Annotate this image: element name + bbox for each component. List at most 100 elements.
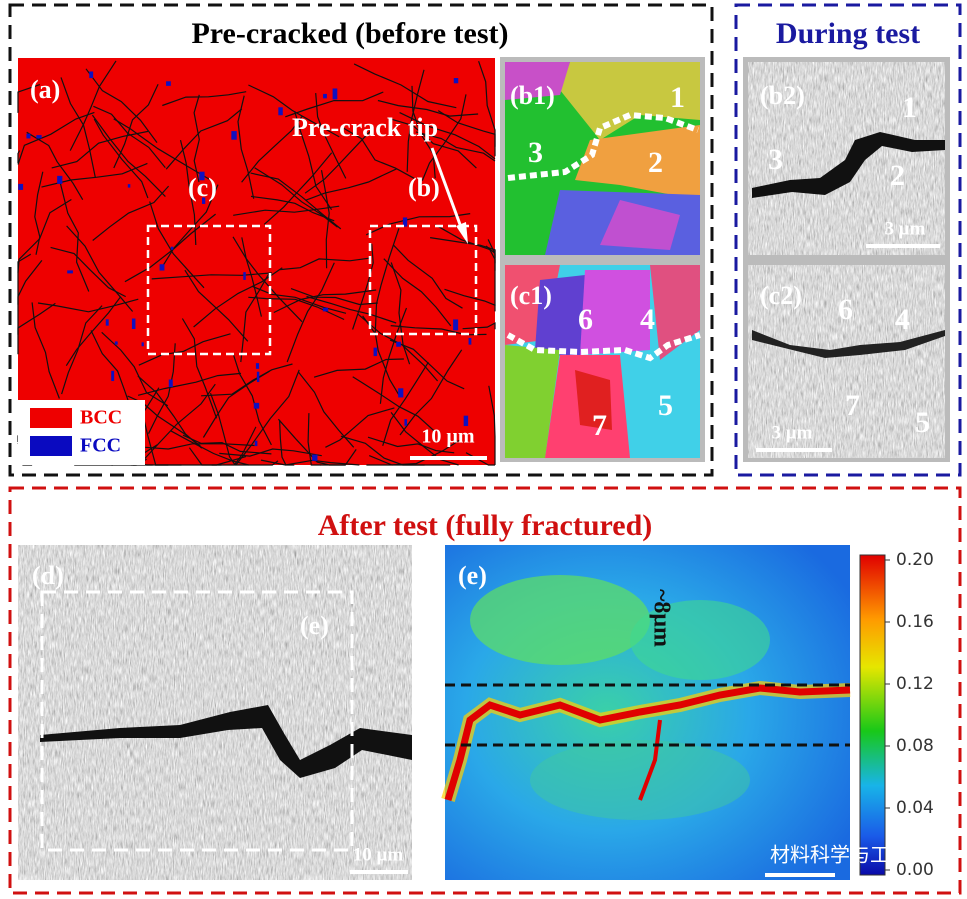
grain-boundary <box>307 413 321 466</box>
grain-boundary <box>437 110 496 147</box>
region-label: (c) <box>188 173 217 202</box>
fcc-grain <box>131 318 136 329</box>
grain-boundary <box>399 349 463 436</box>
grain-boundary <box>279 420 295 466</box>
grain-boundary <box>306 295 397 324</box>
panel-c1 <box>505 265 701 458</box>
grain-boundary <box>366 439 460 466</box>
fcc-grain <box>57 175 63 184</box>
grain-label: 7 <box>592 409 607 442</box>
title-before: Pre-cracked (before test) <box>191 17 508 50</box>
grain-boundary <box>17 198 72 273</box>
grain-boundary <box>352 376 436 433</box>
grain-boundary <box>113 83 159 169</box>
watermark: 材料科学与工程 <box>770 843 910 867</box>
fcc-grain <box>67 270 73 274</box>
fcc-grain <box>322 307 329 312</box>
grain-boundary <box>390 325 487 336</box>
fcc-grain <box>256 371 260 383</box>
grain <box>580 270 650 355</box>
crack <box>752 330 945 358</box>
grain-boundary <box>181 318 218 419</box>
fcc-grain <box>114 341 118 345</box>
grain-boundary <box>17 84 41 113</box>
fcc-grain <box>255 363 260 369</box>
grain-boundary <box>170 430 249 466</box>
colorbar-tick-label: 0.16 <box>896 612 934 632</box>
crack <box>752 132 945 198</box>
fcc-grain <box>26 133 31 139</box>
grain-boundary <box>201 363 293 397</box>
legend-swatch <box>30 436 72 456</box>
grain-boundary <box>320 170 330 269</box>
panel-a <box>17 58 496 466</box>
legend-label: FCC <box>80 435 121 457</box>
grain-boundary <box>251 285 347 314</box>
grain-boundary <box>113 118 214 182</box>
annotation: ~8μm <box>648 589 674 647</box>
grain-boundary <box>462 322 496 330</box>
strain-region <box>470 575 650 665</box>
colorbar-tick-label: 0.20 <box>896 550 934 570</box>
colorbar-tick-label: 0.08 <box>896 736 934 756</box>
arrow-head <box>456 222 468 244</box>
grain-boundary <box>248 84 340 138</box>
fcc-grain <box>468 337 472 345</box>
fcc-grain <box>141 342 144 347</box>
grain-label: 5 <box>915 406 930 439</box>
grain-boundary <box>17 111 95 165</box>
grain-boundary <box>161 184 219 268</box>
grain-boundary <box>138 333 231 366</box>
strain-region <box>530 740 750 820</box>
grain-boundary <box>286 262 335 363</box>
grain-boundary <box>387 117 477 169</box>
grain <box>575 125 700 200</box>
grain-boundary <box>219 448 322 457</box>
grain-boundary <box>485 245 496 259</box>
fcc-grain <box>231 131 237 140</box>
grain-boundary <box>340 126 415 179</box>
grain-boundary <box>305 168 397 201</box>
grain-boundary <box>357 313 439 382</box>
grain-boundary <box>137 372 242 396</box>
grain-boundary <box>411 85 436 179</box>
region-c-box <box>146 224 272 356</box>
fcc-grain <box>463 415 469 427</box>
crack <box>40 705 412 778</box>
fcc-grain <box>323 93 327 99</box>
grain-boundary <box>66 225 134 312</box>
grain-boundary <box>17 260 43 335</box>
panel-b1 <box>505 62 700 255</box>
grain-boundary <box>241 116 303 183</box>
grain-boundary <box>138 383 216 466</box>
grain-boundary <box>415 131 496 162</box>
grain-label: 6 <box>578 303 593 336</box>
panel-label: (c1) <box>510 281 552 310</box>
grain-boundary <box>65 296 122 367</box>
grain-boundary <box>237 95 255 199</box>
fcc-grain <box>398 388 404 398</box>
grain-boundary <box>34 171 44 255</box>
grain-label: 3 <box>768 143 783 176</box>
grain-boundary <box>304 127 374 194</box>
grain-label: 7 <box>845 389 860 422</box>
grain-boundary <box>389 339 465 390</box>
title-during: During test <box>776 17 920 50</box>
colorbar-ticks: 0.20 0.16 0.12 0.08 0.04 0.00 <box>885 550 934 880</box>
panel-label: (b1) <box>510 81 555 110</box>
scale-bar-label: 10 µm <box>353 844 404 865</box>
grain <box>575 370 612 430</box>
grain-boundary <box>193 267 283 328</box>
grain-boundary <box>51 130 149 169</box>
grain-boundary <box>368 455 451 466</box>
panel-label: (c2) <box>760 281 802 310</box>
grain-boundary <box>250 195 335 222</box>
grain-boundary <box>254 167 338 228</box>
grain-label: 4 <box>640 303 655 336</box>
crack-trace <box>507 111 700 181</box>
grain-boundary <box>147 343 176 434</box>
grain-boundary <box>488 385 496 465</box>
frame-before <box>8 3 714 477</box>
fcc-grain <box>254 440 258 447</box>
